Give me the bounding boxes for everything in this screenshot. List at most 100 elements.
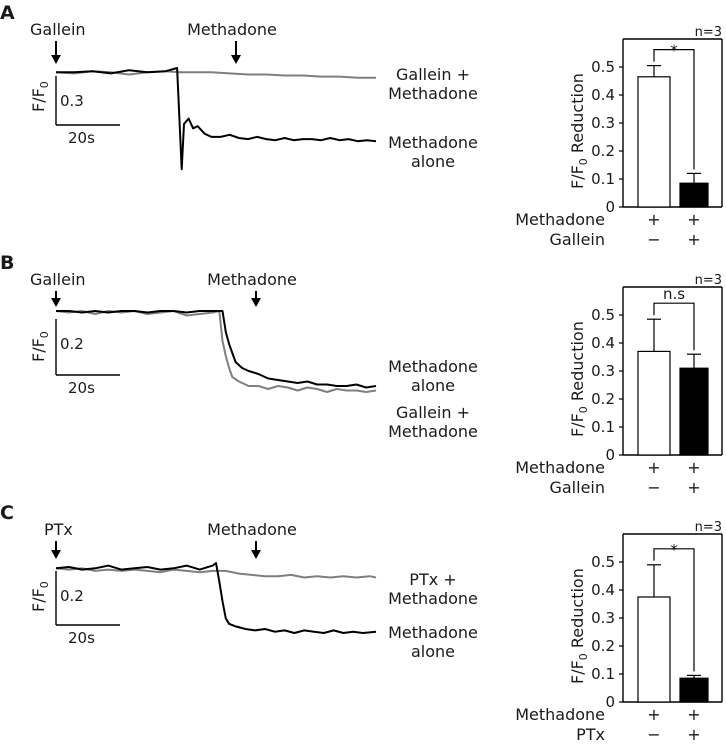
panel-c-n-label: n=3: [695, 520, 722, 535]
panel-a-pre-treatment-arrow: [51, 41, 61, 64]
panel-c-trace-methadone-alone: [55, 562, 377, 634]
panel-b-drug-label: Methadone: [207, 270, 297, 289]
panel-c-row-label: Methadone: [515, 705, 605, 724]
panel-c-scale-y-value: 0.2: [60, 587, 84, 605]
panel-c-bar-ytick-label: 0.2: [591, 637, 615, 655]
panel-b-significance-label: n.s: [663, 285, 685, 303]
panel-a-row-mark: +: [647, 210, 660, 229]
panel-a-scale-x-value: 20s: [68, 129, 95, 147]
panel-a-condition-label: alone: [411, 152, 455, 171]
panel-c-bar-ytick-label: 0.1: [591, 665, 615, 683]
panel-c-row-label: PTx: [576, 725, 605, 744]
panel-c-condition-label: PTx +: [409, 570, 456, 589]
panel-c-condition-label: Methadone: [388, 623, 478, 642]
panel-b-bar-ytick-label: 0.3: [591, 362, 615, 380]
panel-b-bar-ytick-label: 0.4: [591, 334, 615, 352]
panel-b-condition-label: alone: [411, 376, 455, 395]
panel-c-trace-ylabel: F/F0: [29, 581, 51, 612]
panel-c-significance-bracket: [653, 548, 695, 672]
panel-b-row-label: Methadone: [515, 458, 605, 477]
panel-a-drug-arrow-head: [231, 55, 241, 64]
panel-c-bar-ytick-label: 0.3: [591, 609, 615, 627]
panel-b-trace-gallein-methadone: [55, 310, 377, 393]
panel-c-pre-treatment-arrow-head: [51, 550, 61, 559]
panel-b-pre-treatment-arrow-head: [51, 298, 61, 307]
panel-a-drug-label: Methadone: [187, 20, 277, 39]
panel-c-condition-label: alone: [411, 642, 455, 661]
panel-c-letter: C: [0, 502, 14, 524]
panel-b-row-mark: +: [687, 458, 700, 477]
panel-b-row-mark: +: [647, 458, 660, 477]
panel-c-drug-arrow: [251, 541, 261, 559]
panel-b-drug-arrow-head: [251, 298, 261, 307]
panel-b-drug-arrow: [251, 291, 261, 307]
panel-a-bar-1: [637, 76, 671, 208]
panel-a-pre-treatment-label: Gallein: [30, 20, 86, 39]
panel-b-pre-treatment-label: Gallein: [30, 270, 86, 289]
panel-a-trace-gallein-methadone: [55, 70, 376, 79]
panel-a-condition-label: Methadone: [388, 84, 478, 103]
panel-b-condition-label: Gallein +: [396, 403, 470, 422]
panel-a-bar-ytick-label: 0: [605, 198, 615, 216]
panel-a-bar-ytick-label: 0.1: [591, 170, 615, 188]
panel-a-condition-label: Gallein +: [396, 65, 470, 84]
panel-a-significance-bracket: [653, 48, 695, 170]
panel-a-scale-y-value: 0.3: [60, 92, 84, 110]
panel-c-pre-treatment-arrow: [51, 541, 61, 559]
panel-c-bar-ylabel: F/F0 Reduction: [568, 568, 590, 684]
panel-a-row-label: Gallein: [549, 230, 605, 249]
panel-b-bar-ylabel: F/F0 Reduction: [568, 321, 590, 437]
panel-c-drug-arrow-head: [251, 550, 261, 559]
panel-b-bar-ytick-label: 0.5: [591, 306, 615, 324]
panel-c-scale-x-value: 20s: [68, 629, 95, 647]
panel-c-pre-treatment-label: PTx: [44, 520, 73, 539]
panel-b-condition-label: Methadone: [388, 357, 478, 376]
panel-b-trace-ylabel: F/F0: [29, 331, 51, 362]
panel-a-trace-ylabel: F/F0: [29, 81, 51, 112]
panel-c-bar-2: [679, 677, 709, 703]
panel-a-row-mark: −: [647, 230, 660, 249]
panel-a-drug-arrow: [231, 41, 241, 64]
panel-a-letter: A: [0, 2, 15, 24]
panel-c-drug-label: Methadone: [207, 520, 297, 539]
panel-a-row-label: Methadone: [515, 210, 605, 229]
panel-c-row-mark: +: [647, 705, 660, 724]
panel-b-pre-treatment-arrow: [51, 291, 61, 307]
panel-b-letter: B: [0, 252, 14, 274]
panel-b-bar-ytick-label: 0: [605, 446, 615, 464]
panel-a-bar-ytick-label: 0.3: [591, 114, 615, 132]
panel-a-condition-label: Methadone: [388, 133, 478, 152]
panel-c-bar-ytick-label: 0.4: [591, 581, 615, 599]
panel-a-bar-ylabel: F/F0 Reduction: [568, 73, 590, 189]
panel-b-bar-1: [637, 350, 671, 456]
panel-b-trace-methadone-alone: [56, 310, 377, 389]
panel-a-row-mark: +: [687, 210, 700, 229]
panel-a-bar-ytick-label: 0.4: [591, 86, 615, 104]
panel-c-bar-ytick-label: 0.5: [591, 553, 615, 571]
panel-c-bar-1: [637, 596, 671, 703]
panel-a-n-label: n=3: [695, 25, 722, 40]
panel-a-row-mark: +: [687, 230, 700, 249]
panel-b-row-label: Gallein: [549, 478, 605, 497]
panel-b-row-mark: −: [647, 478, 660, 497]
panel-a-bar-ytick-label: 0.2: [591, 142, 615, 160]
panel-a-trace-methadone-alone: [56, 67, 377, 171]
panel-b-condition-label: Methadone: [388, 422, 478, 441]
panel-a-pre-treatment-arrow-head: [51, 55, 61, 64]
panel-a-bar-ytick-label: 0.5: [591, 58, 615, 76]
panel-b-significance-bracket: [653, 302, 695, 351]
panel-c-row-mark: −: [647, 725, 660, 744]
panel-b-bar-ytick-label: 0.2: [591, 390, 615, 408]
panel-c-significance-label: *: [670, 541, 678, 559]
panel-c-bar-ytick-label: 0: [605, 693, 615, 711]
panel-b-n-label: n=3: [695, 273, 722, 288]
panel-b-bar-2: [679, 367, 709, 456]
panel-a-significance-label: *: [670, 42, 678, 60]
panel-a-bar-2: [679, 182, 709, 208]
panel-c-trace-ptx-methadone: [55, 567, 377, 579]
panel-c-row-mark: +: [687, 705, 700, 724]
panel-b-scale-y-value: 0.2: [60, 335, 84, 353]
panel-c-row-mark: +: [687, 725, 700, 744]
panel-b-row-mark: +: [687, 478, 700, 497]
